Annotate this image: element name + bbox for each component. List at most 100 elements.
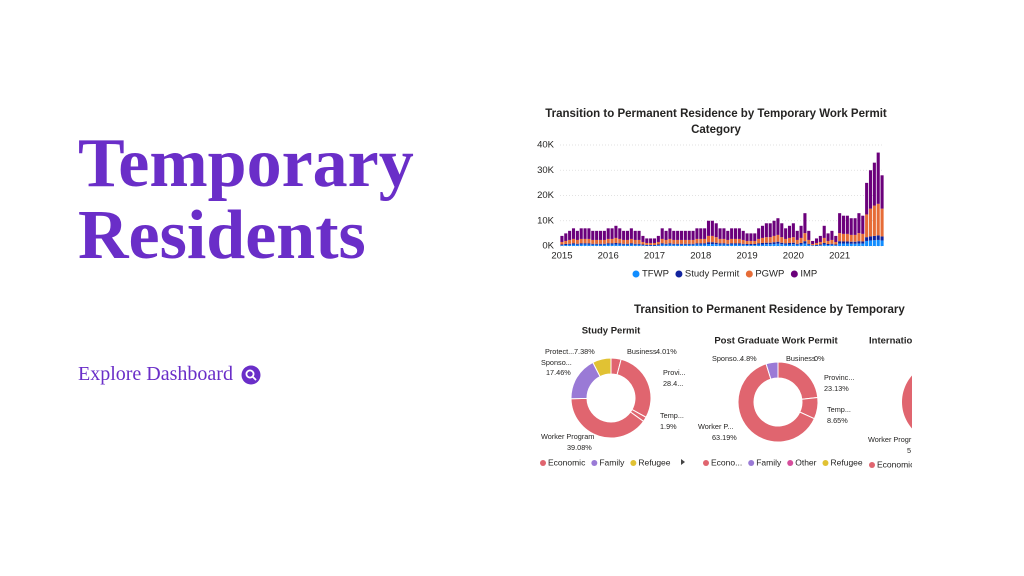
bar-segment [710, 242, 714, 244]
bar-segment [710, 243, 714, 246]
bar-segment [753, 240, 757, 244]
bar-segment [595, 230, 599, 240]
bar-segment [826, 243, 830, 245]
slice-value: 1.9% [660, 422, 677, 431]
slice-name: Protect... [545, 347, 574, 356]
bar-segment [622, 243, 626, 245]
bar-segment [676, 239, 680, 244]
bar-segment [768, 242, 772, 245]
legend-label: IMP [800, 269, 817, 280]
bar-segment [687, 243, 691, 245]
bar-segment [629, 243, 633, 245]
bar-segment [672, 244, 676, 246]
bar-segment [868, 208, 873, 237]
bar-segment [722, 228, 726, 239]
bar-segment [876, 235, 880, 240]
bar-segment [610, 243, 614, 245]
x-tick-label: 2020 [783, 251, 804, 262]
bar-segment [861, 241, 865, 244]
y-tick-label: 0K [542, 241, 554, 252]
slice-value: 5 [907, 446, 911, 455]
bar-segment [579, 238, 583, 244]
bar-segment [826, 233, 830, 241]
bar-segment [587, 228, 591, 239]
bar-segment [814, 244, 819, 246]
bar-segment [853, 218, 857, 235]
bar-segment [760, 242, 765, 245]
bar-segment [625, 243, 630, 245]
bar-segment [845, 243, 849, 246]
bar-segment [737, 228, 741, 239]
bar-segment [560, 235, 564, 242]
bar-segment [787, 237, 792, 243]
bar-segment [803, 243, 807, 246]
bar-segment [595, 243, 599, 245]
bar-segment [625, 244, 630, 246]
bar-segment [880, 236, 884, 241]
bar-segment [687, 239, 691, 244]
bar-segment [741, 230, 745, 240]
bar-segment [772, 242, 776, 244]
bar-segment [780, 237, 784, 243]
bar-segment [876, 239, 880, 246]
bar-segment [664, 243, 668, 245]
bar-segment [764, 242, 768, 245]
bar-segment [656, 235, 660, 242]
bar-segment [591, 239, 595, 244]
bar-segment [672, 239, 676, 244]
slice-value: 17.46% [546, 368, 571, 377]
legend-label: Econo... [711, 457, 742, 467]
bar-segment [660, 238, 664, 244]
bar-segment [834, 241, 838, 245]
bar-segment [749, 240, 753, 244]
bar-segment [595, 239, 599, 244]
bar-segment [814, 245, 819, 246]
bar-segment [749, 233, 753, 241]
bar-segment [649, 242, 653, 245]
bar-segment [598, 243, 603, 245]
bar-segment [699, 228, 703, 239]
bar-segment [830, 239, 834, 244]
bar-segment [857, 233, 861, 242]
bar-segment [710, 220, 714, 236]
bar-segment [618, 238, 622, 244]
legend-marker [869, 462, 875, 468]
legend-label: Study Permit [685, 269, 740, 280]
bar-segment [668, 244, 672, 246]
bar-segment [753, 243, 757, 245]
bar-segment [656, 241, 660, 245]
bar-segment [787, 244, 792, 246]
bar-segment [768, 237, 772, 243]
bar-segment [822, 225, 826, 238]
bar-segment [807, 244, 811, 246]
bar-segment [718, 228, 722, 239]
bar-segment [579, 244, 583, 246]
bar-segment [629, 238, 633, 244]
explore-link[interactable]: Explore Dashboard [78, 363, 261, 386]
bar-segment [780, 223, 784, 238]
bar-segment [749, 244, 753, 246]
bar-segment [857, 213, 861, 234]
bar-segment [814, 238, 819, 243]
bar-segment [780, 242, 784, 245]
bar-segment [602, 244, 606, 246]
bar-segment [606, 228, 610, 239]
bar-segment [575, 244, 579, 246]
bar-segment [571, 243, 576, 245]
bar-segment [830, 230, 834, 240]
slice-name: Worker Program [541, 432, 594, 441]
bar-segment [872, 205, 876, 236]
donut-ring [901, 375, 912, 429]
bar-segment [853, 243, 857, 246]
bar-segment [683, 230, 687, 240]
bar-segment [741, 244, 745, 246]
bar-segment [838, 213, 842, 234]
legend-marker [822, 460, 829, 466]
bar-segment [664, 239, 668, 244]
bar-segment [637, 230, 641, 240]
bar-segment [560, 241, 564, 245]
bar-segment [753, 244, 757, 246]
bar-segment [676, 244, 680, 246]
bar-segment [730, 243, 734, 245]
bar-segment [841, 215, 846, 234]
